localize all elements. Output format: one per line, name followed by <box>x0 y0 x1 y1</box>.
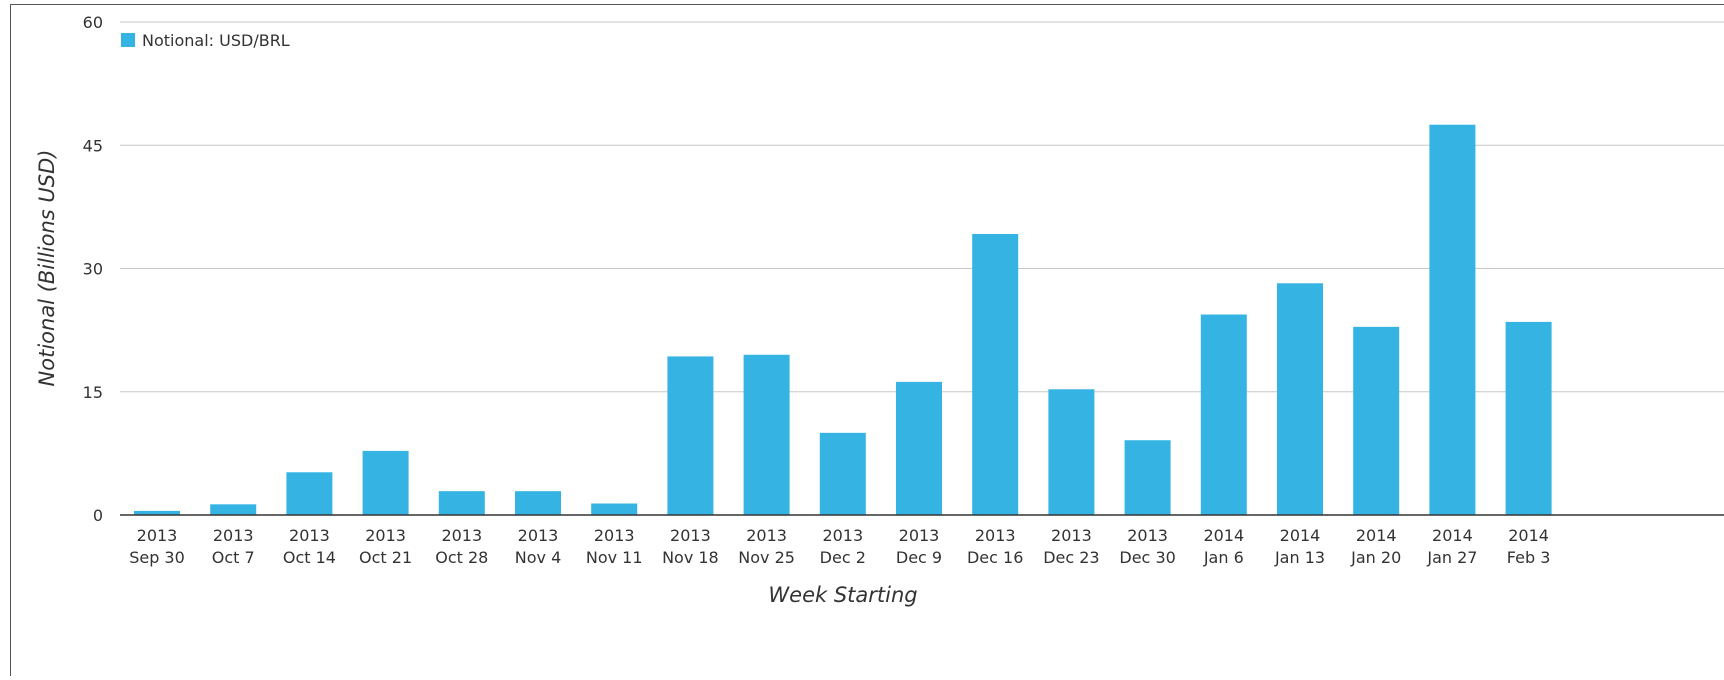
x-tick-year: 2013 <box>213 526 254 545</box>
bar[interactable] <box>1353 326 1400 515</box>
x-tick-date: Oct 7 <box>212 548 255 567</box>
x-tick-date: Nov 11 <box>586 548 643 567</box>
x-tick-year: 2013 <box>365 526 406 545</box>
x-tick-year: 2014 <box>1508 526 1549 545</box>
bar[interactable] <box>515 491 561 515</box>
gridlines <box>120 21 1724 393</box>
bar[interactable] <box>1200 314 1247 515</box>
x-tick-date: Jan 6 <box>1203 548 1244 567</box>
x-tick-date: Nov 4 <box>515 548 562 567</box>
legend: Notional: USD/BRL <box>121 31 290 50</box>
legend-label: Notional: USD/BRL <box>142 31 290 50</box>
x-tick-date: Jan 27 <box>1426 548 1477 567</box>
bar[interactable] <box>1048 389 1095 515</box>
x-tick-date: Oct 14 <box>283 548 336 567</box>
y-axis-ticks: 0 15 30 45 60 <box>83 13 103 525</box>
bar[interactable] <box>896 381 942 515</box>
bar[interactable] <box>134 510 180 515</box>
bar[interactable] <box>743 354 790 515</box>
bar[interactable] <box>667 356 714 515</box>
x-tick-date: Jan 20 <box>1350 548 1401 567</box>
x-tick-year: 2013 <box>1127 526 1168 545</box>
y-tick-label: 45 <box>83 136 103 155</box>
x-tick-year: 2013 <box>670 526 711 545</box>
bar[interactable] <box>1429 124 1476 515</box>
y-tick-label: 0 <box>93 506 103 525</box>
x-tick-date: Dec 16 <box>967 548 1023 567</box>
x-tick-date: Dec 2 <box>820 548 866 567</box>
x-tick-year: 2014 <box>1280 526 1321 545</box>
bar[interactable] <box>1277 283 1323 515</box>
legend-swatch <box>121 33 135 47</box>
x-tick-date: Oct 21 <box>359 548 412 567</box>
x-tick-date: Nov 18 <box>662 548 719 567</box>
x-tick-year: 2013 <box>746 526 787 545</box>
x-tick-year: 2013 <box>899 526 940 545</box>
x-tick-date: Oct 28 <box>435 548 488 567</box>
x-tick-year: 2013 <box>594 526 635 545</box>
x-tick-date: Nov 25 <box>738 548 795 567</box>
x-tick-year: 2014 <box>1432 526 1473 545</box>
bar[interactable] <box>362 450 409 515</box>
x-axis-title: Week Starting <box>768 583 917 607</box>
bar[interactable] <box>210 504 257 515</box>
x-tick-year: 2013 <box>137 526 178 545</box>
bar[interactable] <box>438 491 485 515</box>
bar[interactable] <box>286 472 333 515</box>
x-tick-year: 2013 <box>289 526 330 545</box>
x-tick-year: 2013 <box>822 526 863 545</box>
y-tick-label: 30 <box>83 260 103 279</box>
x-tick-year: 2014 <box>1203 526 1244 545</box>
y-tick-label: 60 <box>83 13 103 32</box>
x-tick-date: Dec 30 <box>1119 548 1175 567</box>
bar[interactable] <box>591 503 638 515</box>
x-tick-year: 2013 <box>975 526 1016 545</box>
y-tick-label: 15 <box>83 383 103 402</box>
y-axis-title: Notional (Billions USD) <box>35 150 59 387</box>
x-tick-year: 2013 <box>441 526 482 545</box>
bar[interactable] <box>819 432 866 515</box>
bar[interactable] <box>972 233 1019 516</box>
bar[interactable] <box>1124 440 1171 515</box>
x-tick-year: 2014 <box>1356 526 1397 545</box>
bars <box>134 124 1552 516</box>
x-tick-year: 2013 <box>518 526 559 545</box>
x-tick-date: Jan 13 <box>1274 548 1325 567</box>
x-tick-year: 2013 <box>1051 526 1092 545</box>
bar[interactable] <box>1505 321 1552 515</box>
x-axis-ticks: 2013 Sep 30 2013 Oct 7 2013 Oct 14 2013 Oct 21 2… <box>129 526 1550 567</box>
x-tick-date: Feb 3 <box>1507 548 1551 567</box>
x-tick-date: Dec 9 <box>896 548 942 567</box>
x-tick-date: Dec 23 <box>1043 548 1099 567</box>
x-tick-date: Sep 30 <box>129 548 185 567</box>
